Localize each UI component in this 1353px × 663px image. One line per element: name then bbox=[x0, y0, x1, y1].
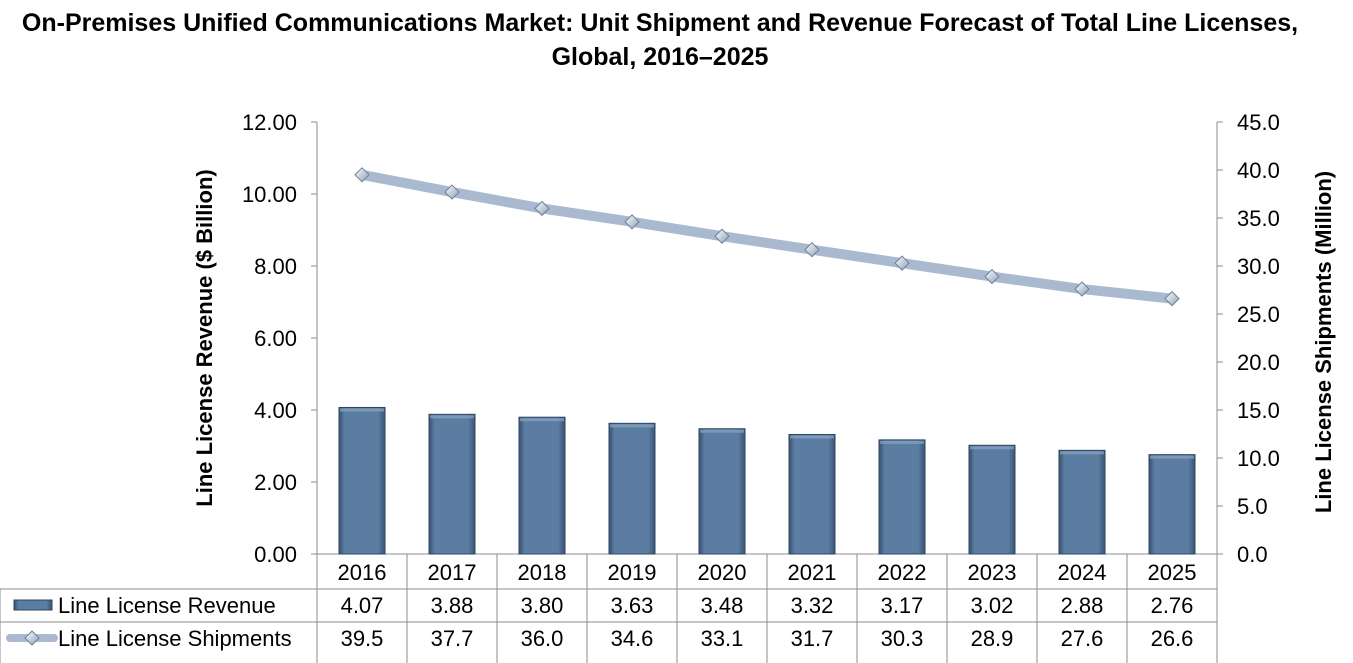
revenue-bar-highlight bbox=[1150, 455, 1194, 459]
left-axis-tick-label: 6.00 bbox=[254, 326, 297, 351]
shipments-value-label: 27.6 bbox=[1061, 626, 1104, 651]
left-axis-tick-label: 8.00 bbox=[254, 254, 297, 279]
revenue-bar-highlight bbox=[1060, 451, 1104, 455]
chart-title: On-Premises Unified Communications Marke… bbox=[21, 9, 1299, 71]
shipments-value-label: 39.5 bbox=[341, 626, 384, 651]
shipments-value-label: 37.7 bbox=[431, 626, 474, 651]
legend-shipments-label: Line License Shipments bbox=[58, 626, 292, 651]
shipments-value-label: 26.6 bbox=[1151, 626, 1194, 651]
shipments-marker bbox=[714, 228, 730, 244]
x-tick-label: 2018 bbox=[518, 560, 567, 585]
revenue-bar-highlight bbox=[340, 408, 384, 412]
right-axis-tick-label: 45.0 bbox=[1237, 110, 1280, 135]
revenue-value-label: 3.48 bbox=[701, 593, 744, 618]
revenue-value-label: 3.32 bbox=[791, 593, 834, 618]
left-axis-tick-label: 4.00 bbox=[254, 398, 297, 423]
revenue-bar-highlight bbox=[520, 418, 564, 422]
shipments-marker bbox=[804, 241, 820, 258]
shipments-value-label: 33.1 bbox=[701, 626, 744, 651]
revenue-bar bbox=[1148, 454, 1196, 555]
shipments-marker bbox=[354, 167, 370, 183]
revenue-value-label: 3.02 bbox=[971, 593, 1014, 618]
revenue-value-label: 4.07 bbox=[341, 593, 384, 618]
right-axis-tick-label: 35.0 bbox=[1237, 206, 1280, 231]
right-axis-tick-label: 15.0 bbox=[1237, 398, 1280, 423]
legend-shipments-marker bbox=[24, 630, 40, 646]
left-axis-tick-label: 0.00 bbox=[254, 542, 297, 567]
revenue-bar bbox=[698, 428, 746, 555]
shipments-marker bbox=[444, 184, 460, 200]
revenue-value-label: 3.80 bbox=[521, 593, 564, 618]
shipments-value-label: 36.0 bbox=[521, 626, 564, 651]
revenue-bar bbox=[338, 406, 386, 555]
revenue-value-label: 3.63 bbox=[611, 593, 654, 618]
revenue-bar bbox=[608, 422, 656, 555]
revenue-value-label: 3.88 bbox=[431, 593, 474, 618]
x-tick-label: 2016 bbox=[338, 560, 387, 585]
revenue-bar bbox=[518, 416, 566, 555]
shipments-marker bbox=[624, 214, 640, 230]
revenue-bar-highlight bbox=[790, 435, 834, 439]
legend-revenue-swatch bbox=[13, 599, 53, 611]
shipments-value-label: 30.3 bbox=[881, 626, 924, 651]
shipments-value-label: 34.6 bbox=[611, 626, 654, 651]
revenue-bar bbox=[1058, 449, 1106, 555]
right-axis-tick-label: 40.0 bbox=[1237, 158, 1280, 183]
revenue-value-label: 3.17 bbox=[881, 593, 924, 618]
right-axis-tick-label: 20.0 bbox=[1237, 350, 1280, 375]
shipments-value-label: 31.7 bbox=[791, 626, 834, 651]
revenue-bar bbox=[788, 433, 836, 555]
x-tick-label: 2021 bbox=[788, 560, 837, 585]
right-axis-tick-label: 10.0 bbox=[1237, 446, 1280, 471]
shipments-marker bbox=[984, 268, 1000, 285]
x-tick-label: 2022 bbox=[878, 560, 927, 585]
right-axis-tick-label: 0.0 bbox=[1237, 542, 1268, 567]
shipments-marker bbox=[1164, 290, 1180, 307]
x-tick-label: 2023 bbox=[968, 560, 1017, 585]
shipments-line bbox=[357, 169, 1177, 304]
left-axis-title: Line License Revenue ($ Billion) bbox=[192, 169, 217, 506]
revenue-bar-highlight bbox=[880, 440, 924, 444]
shipments-value-label: 28.9 bbox=[971, 626, 1014, 651]
x-tick-label: 2024 bbox=[1058, 560, 1107, 585]
revenue-bar bbox=[878, 439, 926, 555]
x-tick-label: 2025 bbox=[1148, 560, 1197, 585]
x-tick-label: 2019 bbox=[608, 560, 657, 585]
shipments-marker bbox=[534, 200, 550, 217]
x-tick-label: 2020 bbox=[698, 560, 747, 585]
right-axis-title: Line License Shipments (Million) bbox=[1311, 171, 1336, 513]
left-axis-tick-label: 12.00 bbox=[242, 110, 297, 135]
right-axis-tick-label: 30.0 bbox=[1237, 254, 1280, 279]
revenue-bar-highlight bbox=[700, 429, 744, 433]
legend-revenue-label: Line License Revenue bbox=[58, 593, 276, 618]
x-tick-label: 2017 bbox=[428, 560, 477, 585]
revenue-bar-highlight bbox=[430, 415, 474, 419]
right-axis-tick-label: 25.0 bbox=[1237, 302, 1280, 327]
right-axis-tick-label: 5.0 bbox=[1237, 494, 1268, 519]
revenue-value-label: 2.88 bbox=[1061, 593, 1104, 618]
shipments-marker bbox=[1074, 281, 1090, 297]
revenue-value-label: 2.76 bbox=[1151, 593, 1194, 618]
revenue-bar bbox=[428, 413, 476, 555]
left-axis-tick-label: 2.00 bbox=[254, 470, 297, 495]
revenue-bar-highlight bbox=[610, 424, 654, 428]
shipments-marker bbox=[894, 255, 910, 271]
revenue-bar-highlight bbox=[970, 446, 1014, 450]
left-axis-tick-label: 10.00 bbox=[242, 182, 297, 207]
revenue-bar bbox=[968, 444, 1016, 555]
